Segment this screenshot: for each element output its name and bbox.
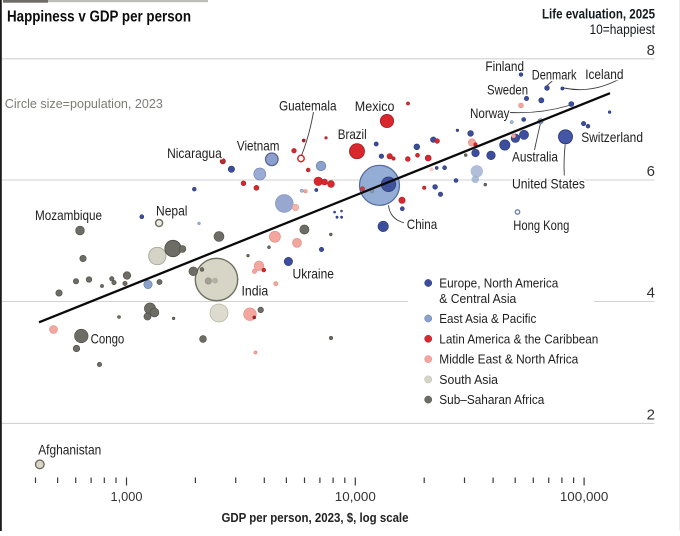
svg-text:Sub–Saharan Africa: Sub–Saharan Africa [439,392,545,407]
svg-text:East Asia & Pacific: East Asia & Pacific [439,311,536,326]
svg-text:8: 8 [647,42,655,59]
svg-text:Nicaragua: Nicaragua [167,145,222,161]
svg-text:Vietnam: Vietnam [237,138,280,154]
svg-text:Iceland: Iceland [585,66,623,82]
svg-text:Nepal: Nepal [156,203,188,219]
svg-text:Guatemala: Guatemala [279,98,337,114]
svg-text:Hong Kong: Hong Kong [513,217,569,233]
svg-text:GDP per person, 2023, $, log s: GDP per person, 2023, $, log scale [222,510,409,525]
svg-text:Norway: Norway [470,105,510,121]
svg-text:Life evaluation, 2025: Life evaluation, 2025 [542,6,655,22]
svg-text:Congo: Congo [91,331,125,347]
svg-text:United States: United States [512,176,585,192]
svg-text:Circle size=population, 2023: Circle size=population, 2023 [5,96,163,111]
svg-text:Brazil: Brazil [338,126,367,142]
svg-text:India: India [242,283,269,299]
svg-text:Mozambique: Mozambique [35,207,102,223]
svg-text:Happiness v GDP per person: Happiness v GDP per person [7,9,191,26]
svg-text:China: China [407,216,438,232]
svg-text:Latin America & the Caribbean: Latin America & the Caribbean [439,331,598,346]
svg-text:1,000: 1,000 [111,489,143,504]
svg-text:6: 6 [647,163,655,180]
svg-text:100,000: 100,000 [560,489,609,504]
svg-text:Finland: Finland [485,58,524,74]
svg-text:Ukraine: Ukraine [293,265,335,281]
svg-text:Switzerland: Switzerland [581,129,643,145]
svg-text:10,000: 10,000 [335,489,376,504]
svg-text:Afghanistan: Afghanistan [38,442,101,458]
svg-text:Sweden: Sweden [487,81,528,97]
svg-text:Australia: Australia [512,149,558,165]
svg-text:10=happiest: 10=happiest [590,21,656,37]
svg-text:South Asia: South Asia [439,372,498,387]
svg-text:4: 4 [647,285,655,302]
svg-text:Middle East & North Africa: Middle East & North Africa [439,352,579,367]
svg-text:2: 2 [647,407,655,424]
svg-text:Europe, North America: Europe, North America [439,276,559,291]
svg-text:Denmark: Denmark [532,67,577,83]
svg-text:Mexico: Mexico [355,98,395,114]
svg-text:& Central Asia: & Central Asia [439,291,517,306]
